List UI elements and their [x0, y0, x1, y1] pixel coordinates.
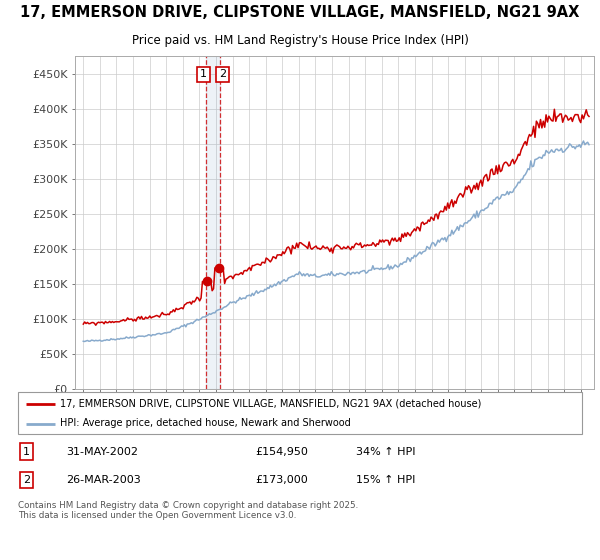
Text: 1: 1 — [23, 446, 30, 456]
Text: 17, EMMERSON DRIVE, CLIPSTONE VILLAGE, MANSFIELD, NG21 9AX (detached house): 17, EMMERSON DRIVE, CLIPSTONE VILLAGE, M… — [60, 399, 482, 409]
Text: 2: 2 — [219, 69, 226, 80]
Text: HPI: Average price, detached house, Newark and Sherwood: HPI: Average price, detached house, Newa… — [60, 418, 351, 428]
Text: 17, EMMERSON DRIVE, CLIPSTONE VILLAGE, MANSFIELD, NG21 9AX: 17, EMMERSON DRIVE, CLIPSTONE VILLAGE, M… — [20, 5, 580, 20]
Text: 34% ↑ HPI: 34% ↑ HPI — [356, 446, 416, 456]
Text: 15% ↑ HPI: 15% ↑ HPI — [356, 475, 416, 485]
Text: Price paid vs. HM Land Registry's House Price Index (HPI): Price paid vs. HM Land Registry's House … — [131, 34, 469, 47]
Text: 2: 2 — [23, 475, 30, 485]
Text: 31-MAY-2002: 31-MAY-2002 — [66, 446, 138, 456]
FancyBboxPatch shape — [18, 392, 582, 434]
Bar — [206, 56, 220, 389]
Text: Contains HM Land Registry data © Crown copyright and database right 2025.
This d: Contains HM Land Registry data © Crown c… — [18, 501, 358, 520]
Text: £173,000: £173,000 — [255, 475, 308, 485]
Text: £154,950: £154,950 — [255, 446, 308, 456]
Text: 1: 1 — [200, 69, 207, 80]
Text: 26-MAR-2003: 26-MAR-2003 — [66, 475, 140, 485]
